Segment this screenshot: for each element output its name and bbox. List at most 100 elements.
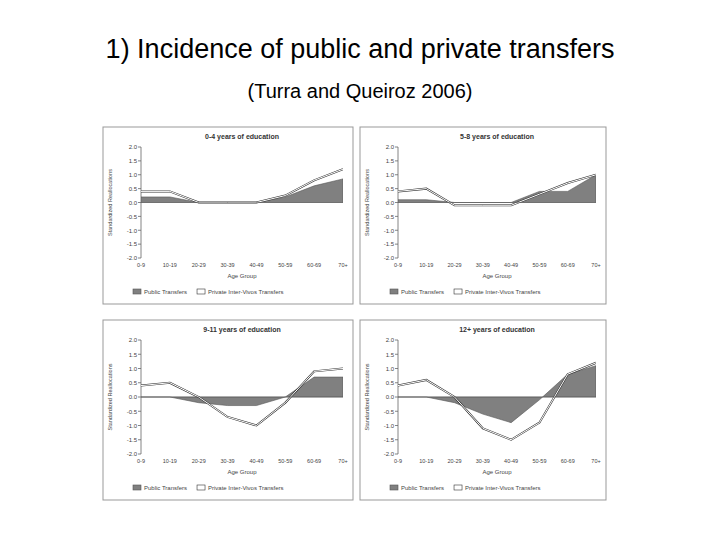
- y-tick: [138, 244, 141, 245]
- y-tick-label: 2.0: [129, 337, 138, 343]
- y-tick: [138, 188, 141, 189]
- y-tick: [395, 216, 398, 217]
- y-tick-label: -0.5: [384, 409, 395, 415]
- y-tick-label: 0.0: [129, 200, 138, 206]
- y-tick-label: 2.0: [386, 144, 395, 150]
- y-tick-label: 0.5: [129, 186, 138, 192]
- chart-title: 12+ years of education: [459, 326, 535, 334]
- panel-frame: [103, 127, 353, 304]
- y-tick: [138, 411, 141, 412]
- y-tick-label: -2.0: [384, 255, 395, 261]
- public-area: [141, 179, 343, 203]
- y-tick-label: -0.5: [127, 214, 138, 220]
- public-area: [141, 377, 343, 406]
- chart-title: 0-4 years of education: [205, 133, 279, 141]
- y-tick: [138, 397, 141, 398]
- y-tick: [138, 147, 141, 148]
- y-tick: [395, 230, 398, 231]
- x-tick-label: 20-29: [448, 458, 462, 464]
- y-tick-label: 1.5: [386, 158, 395, 164]
- y-tick-label: -1.0: [127, 228, 138, 234]
- x-tick-label: 0-9: [394, 458, 402, 464]
- x-tick-label: 10-19: [419, 458, 433, 464]
- y-tick-label: -0.5: [384, 214, 395, 220]
- legend-swatch: [390, 289, 398, 294]
- private-line: [141, 169, 343, 202]
- x-tick-label: 60-69: [561, 262, 575, 268]
- x-tick-label: 10-19: [163, 262, 177, 268]
- y-tick: [395, 340, 398, 341]
- x-tick-label: 70+: [591, 458, 600, 464]
- x-axis-label: Age Group: [227, 273, 257, 279]
- panel-frame: [103, 320, 353, 500]
- x-tick-label: 40-49: [504, 262, 518, 268]
- x-tick-label: 30-39: [476, 458, 490, 464]
- line-outline: [141, 169, 343, 202]
- legend-swatch: [454, 289, 462, 294]
- x-tick-label: 50-59: [532, 458, 546, 464]
- y-tick: [138, 230, 141, 231]
- y-tick: [138, 439, 141, 440]
- x-tick-label: 70+: [338, 458, 347, 464]
- y-tick-label: -1.5: [384, 241, 395, 247]
- x-axis-label: Age Group: [227, 469, 257, 475]
- chart-panel: 0-4 years of education2.01.51.00.50.0-0.…: [103, 127, 353, 304]
- background: [0, 0, 720, 540]
- x-tick-label: 50-59: [278, 458, 292, 464]
- x-tick-label: 30-39: [221, 458, 235, 464]
- chart-panel: 12+ years of education2.01.51.00.50.0-0.…: [360, 320, 606, 500]
- y-tick: [395, 188, 398, 189]
- y-tick-label: 0.5: [386, 380, 395, 386]
- y-tick: [395, 368, 398, 369]
- y-tick: [395, 202, 398, 203]
- y-tick-label: 1.5: [386, 352, 395, 358]
- y-tick: [395, 354, 398, 355]
- x-tick-label: 50-59: [278, 262, 292, 268]
- y-tick-label: -1.5: [127, 241, 138, 247]
- y-axis-label: Standardized Reallocations: [107, 363, 113, 430]
- y-tick-label: -0.5: [127, 409, 138, 415]
- y-tick: [138, 160, 141, 161]
- line-outline: [141, 369, 343, 426]
- x-tick-label: 60-69: [561, 458, 575, 464]
- y-tick-label: -1.5: [127, 437, 138, 443]
- legend-label: Private Inter-Vivos Transfers: [208, 289, 284, 295]
- panel-frame: [360, 320, 606, 500]
- slide: 1) Incidence of public and private trans…: [0, 0, 720, 540]
- public-area: [398, 366, 596, 423]
- x-axis-label: Age Group: [482, 469, 512, 475]
- legend-swatch: [197, 289, 205, 294]
- x-tick-label: 30-39: [221, 262, 235, 268]
- y-tick-label: -1.0: [384, 228, 395, 234]
- y-tick-label: 1.0: [129, 172, 138, 178]
- y-tick-label: 1.0: [386, 172, 395, 178]
- private-line: [398, 363, 596, 440]
- legend-label: Public Transfers: [144, 289, 187, 295]
- x-tick-label: 40-49: [249, 262, 263, 268]
- slide-subtitle: (Turra and Queiroz 2006): [248, 80, 473, 102]
- y-tick-label: 2.0: [386, 337, 395, 343]
- y-tick: [138, 340, 141, 341]
- x-tick-label: 20-29: [192, 458, 206, 464]
- x-tick-label: 60-69: [307, 262, 321, 268]
- y-tick-label: -2.0: [127, 451, 138, 457]
- x-tick-label: 30-39: [476, 262, 490, 268]
- x-axis: [141, 397, 343, 398]
- y-tick: [395, 174, 398, 175]
- x-tick-label: 70+: [591, 262, 600, 268]
- x-tick-label: 40-49: [504, 458, 518, 464]
- y-tick-label: -2.0: [127, 255, 138, 261]
- y-tick-label: -1.0: [384, 423, 395, 429]
- legend-swatch: [390, 485, 398, 490]
- y-tick: [138, 216, 141, 217]
- y-tick-label: -1.5: [384, 437, 395, 443]
- x-tick-label: 0-9: [137, 458, 145, 464]
- y-tick: [395, 382, 398, 383]
- y-tick-label: 0.5: [386, 186, 395, 192]
- slide-title: 1) Incidence of public and private trans…: [106, 34, 615, 64]
- y-tick-label: 1.0: [129, 366, 138, 372]
- line-outline: [398, 175, 596, 206]
- y-tick: [138, 368, 141, 369]
- chart-title: 9-11 years of education: [203, 326, 280, 334]
- y-tick: [138, 354, 141, 355]
